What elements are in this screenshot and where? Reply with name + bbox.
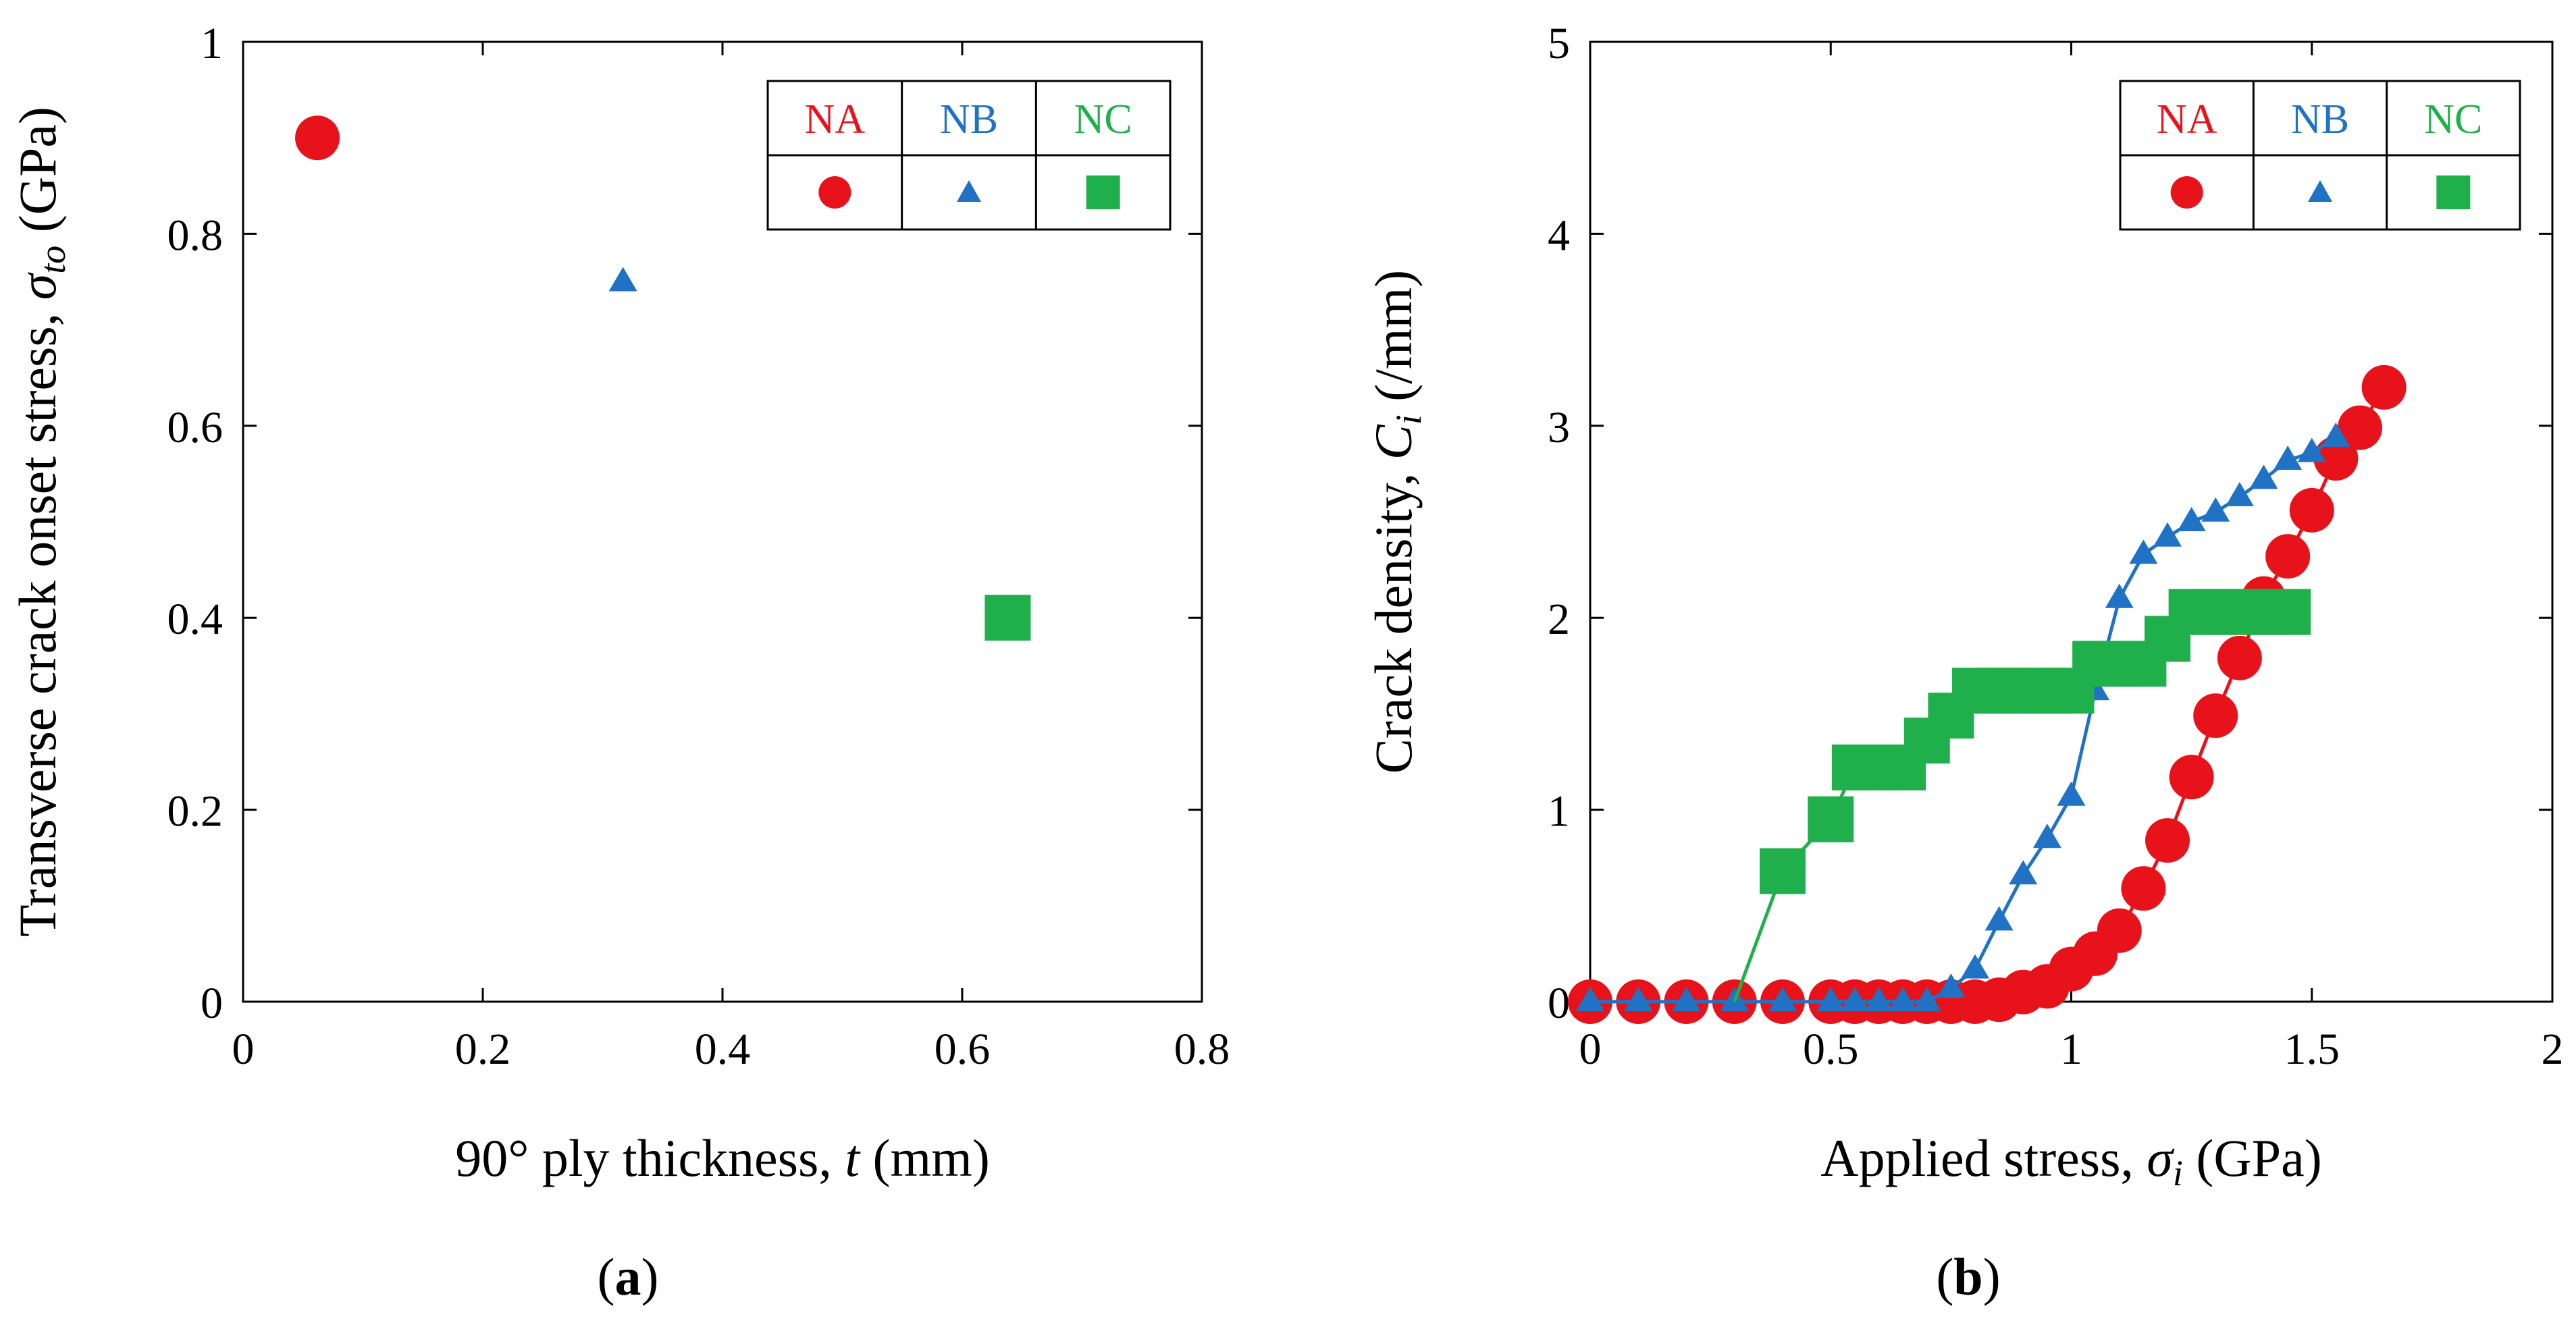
legend-marker-nc [2436,175,2471,209]
data-point-na [2145,818,2190,863]
y-tick-label: 0.6 [167,403,224,452]
legend: NA NB NC [766,80,1172,231]
data-point-nb [1840,987,1869,1011]
series-nc [984,595,1031,641]
series-nb [608,267,637,292]
data-point-nb [1937,973,1966,998]
data-point-nb [2153,522,2182,547]
series-na [1568,364,2407,1024]
data-point-nc [2265,589,2311,635]
legend-label-nc: NC [1074,97,1132,142]
data-point-nb [608,267,637,292]
x-tick-label: 0.5 [1803,1025,1859,1074]
panel-label: (a) [598,1247,659,1306]
series-nb [1576,422,2350,1011]
data-point-nb [1672,987,1701,1011]
legend-label-nc: NC [2424,97,2482,142]
y-tick-label: 0.8 [167,211,224,260]
y-tick-label: 0.4 [167,595,224,644]
data-point-nb [2321,422,2350,447]
legend-label-na: NA [805,97,866,142]
x-tick-label: 1 [2060,1025,2082,1074]
x-axis-title: 90° ply thickness, t (mm) [455,1129,990,1187]
data-point-nb [2273,445,2303,470]
x-tick-label: 0.4 [695,1025,751,1074]
legend-marker-na [2170,176,2203,209]
legend-label-na: NA [2157,97,2217,142]
data-point-nb [1624,987,1653,1011]
data-point-nb [2129,539,2158,564]
data-point-nb [2249,464,2278,489]
y-axis-title: Crack density, Ci (/mm) [1364,270,1429,774]
legend-marker-nb [2308,180,2332,202]
data-point-nc [1760,848,1806,894]
y-tick-label: 1 [1548,787,1570,836]
x-tick-label: 0.6 [935,1025,991,1074]
data-point-na [2361,364,2407,410]
data-point-nb [2105,583,2134,608]
data-point-nb [1864,987,1893,1011]
y-tick-label: 4 [1548,211,1570,260]
data-point-nb [2225,482,2254,507]
y-tick-label: 0 [201,979,223,1028]
chart-panel-a: 0 0.2 0.4 0.6 0.8 0 0.2 0.4 0.6 0.8 1 90° ply thick… [8,19,1230,1306]
data-point-nc [1808,796,1854,842]
data-point-na [2121,866,2166,911]
data-point-na [2265,534,2311,579]
data-point-nb [1816,987,1845,1011]
data-point-nb [2177,507,2206,531]
data-point-na [2217,635,2262,680]
x-tick-label: 0 [1579,1025,1602,1074]
chart-panel-b: 0 0.5 1 1.5 2 0 1 2 3 4 5 Applied stress, σi (GPa) C… [1364,19,2564,1306]
data-point-nb [1576,987,1604,1011]
data-point-nb [1961,954,1989,979]
legend-marker-na [818,176,851,209]
data-point-nb [1768,987,1797,1011]
legend-marker-nb [957,180,981,202]
data-point-nb [2201,497,2230,522]
data-point-na [2289,487,2334,533]
data-point-nb [2032,823,2061,848]
data-point-na [2338,405,2382,450]
x-tick-label: 0 [232,1025,255,1074]
series-na [295,115,340,161]
y-tick-label: 0.2 [167,787,224,836]
legend-marker-nc [1086,175,1120,209]
data-point-na [295,115,340,161]
y-tick-label: 1 [201,19,223,68]
data-point-nb [2009,860,2038,885]
y-tick-label: 3 [1548,403,1570,452]
data-point-nb [1984,906,2014,931]
y-tick-label: 2 [1548,595,1570,644]
data-point-nb [1912,987,1941,1011]
legend-label-nb: NB [940,97,998,142]
series-nc [1733,589,2311,1002]
x-tick-label: 0.2 [455,1025,511,1074]
data-point-na [2313,436,2359,481]
data-point-nb [2057,781,2086,806]
x-axis-title: Applied stress, σi (GPa) [1820,1129,2321,1193]
data-point-nc [984,595,1031,641]
x-tick-label: 1.5 [2284,1025,2340,1074]
panel-label: (b) [1936,1247,2000,1306]
y-tick-label: 0 [1548,979,1570,1028]
data-point-nb [2297,437,2326,462]
x-tick-label: 0.8 [1174,1025,1230,1074]
y-tick-label: 5 [1548,19,1570,68]
data-point-na [2097,908,2142,953]
data-point-nb [1889,987,1918,1011]
x-tick-label: 2 [2542,1025,2564,1074]
data-point-na [2169,755,2214,800]
data-point-na [2193,693,2238,738]
y-axis-title: Transverse crack onset stress, σto (GPa) [8,107,73,937]
legend: NA NB NC [2119,80,2521,231]
legend-label-nb: NB [2291,97,2349,142]
